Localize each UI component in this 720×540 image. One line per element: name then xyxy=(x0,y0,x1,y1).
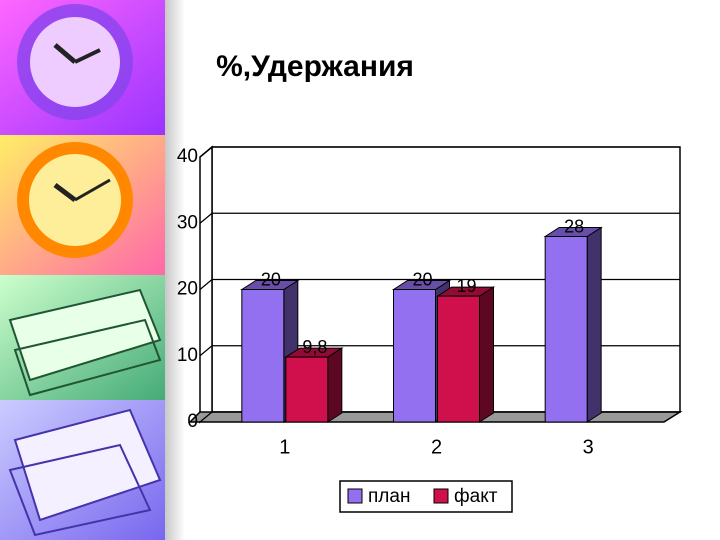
bar xyxy=(241,289,285,423)
legend-label: план xyxy=(368,486,410,507)
grid-line xyxy=(199,278,680,290)
y-tick-label: 40 xyxy=(177,146,198,167)
x-tick-label: 2 xyxy=(431,436,442,458)
y-tick-label: 30 xyxy=(177,212,198,233)
bar-side xyxy=(586,226,602,423)
bar xyxy=(393,289,436,423)
grid-line xyxy=(199,212,680,224)
value-label: 20 xyxy=(412,269,432,289)
chart-title: %,Удержания xyxy=(216,50,414,83)
x-tick-label: 1 xyxy=(279,436,290,458)
bar xyxy=(544,236,588,423)
bar xyxy=(285,356,329,423)
value-label: 28 xyxy=(564,216,584,236)
y-tick-label: 20 xyxy=(177,279,198,300)
value-label: 20 xyxy=(261,269,281,289)
value-label: 9,8 xyxy=(302,337,327,357)
bar-side xyxy=(479,286,494,423)
grid-line xyxy=(199,345,680,357)
value-label: 19 xyxy=(456,276,476,296)
y-tick-label: 0 xyxy=(187,411,198,432)
x-tick-label: 3 xyxy=(583,436,594,458)
grid-line xyxy=(199,411,680,423)
legend-label: факт xyxy=(454,486,498,507)
y-tick-label: 10 xyxy=(177,345,198,366)
legend-swatch xyxy=(433,488,449,504)
legend xyxy=(339,480,513,513)
decor-panel xyxy=(0,0,185,540)
bar xyxy=(437,295,480,423)
grid-line xyxy=(199,146,680,158)
legend-swatch xyxy=(347,488,363,504)
bar-side xyxy=(327,347,343,423)
